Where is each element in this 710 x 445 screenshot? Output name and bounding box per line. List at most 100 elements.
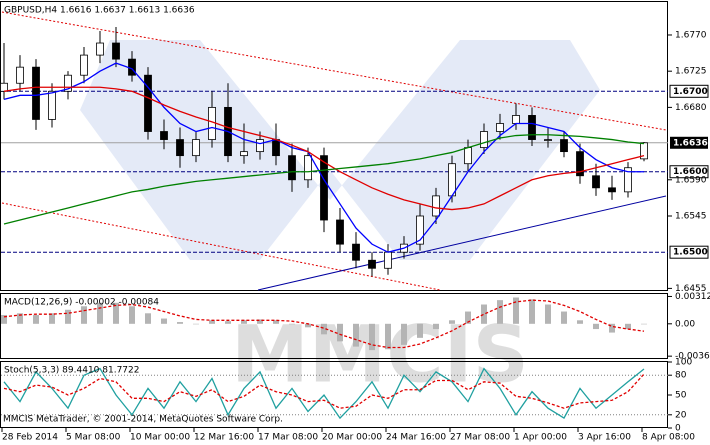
- last-price-label: 1.6636: [673, 138, 708, 148]
- candle-body: [272, 139, 280, 157]
- candle-body: [256, 139, 264, 153]
- y-tick-label: 0.00: [675, 319, 695, 329]
- macd-bar: [65, 309, 71, 324]
- macd-bar: [257, 319, 263, 324]
- macd-bar: [305, 323, 311, 328]
- x-tick-label: 5 Mar 08:00: [66, 433, 121, 443]
- macd-bar: [273, 320, 279, 324]
- macd-bar: [529, 299, 535, 324]
- indicator-line: [3, 134, 645, 225]
- channel-lines: [1, 11, 667, 291]
- x-tick-label: 27 Mar 08:00: [450, 433, 510, 443]
- indicator-line: [3, 373, 645, 409]
- candle-body: [240, 151, 248, 157]
- macd-bar: [401, 323, 407, 345]
- panel-title: MACD(12,26,9) -0.00002 -0.00084: [4, 298, 159, 308]
- level-label: 1.6600: [673, 167, 708, 177]
- candle-body: [512, 115, 520, 124]
- macd-bar: [129, 306, 135, 324]
- candle-body: [576, 151, 584, 177]
- macd-bar: [289, 323, 295, 325]
- panel-title: Stoch(5,3,3) 89.4410 81.7722: [4, 366, 139, 376]
- macd-bar: [193, 323, 199, 325]
- macd-bar: [161, 318, 167, 324]
- macd-panel-frame: [0, 293, 668, 359]
- macd-bar: [225, 321, 231, 324]
- level-label: 1.6500: [673, 248, 708, 258]
- y-tick-label: 0.00312: [675, 292, 710, 302]
- x-tick-label: 1 Apr 00:00: [514, 433, 567, 443]
- macd-bar: [433, 323, 439, 330]
- candle-body: [96, 42, 104, 56]
- main-panel-frame: [0, 1, 668, 291]
- candle-body: [288, 155, 296, 181]
- y-tick-label: 0: [675, 424, 681, 434]
- stoch-panel-frame: [0, 361, 668, 428]
- macd-bar: [417, 323, 423, 338]
- candle-body: [368, 259, 376, 269]
- level-label: 1.6700: [673, 87, 708, 97]
- y-tick-label: 1.6680: [675, 103, 707, 113]
- candle-body: [640, 142, 648, 160]
- candle-body: [128, 58, 136, 76]
- macd-bar: [497, 300, 503, 324]
- macd-bar: [177, 322, 183, 324]
- level-label-box: [669, 245, 709, 259]
- candle-body: [192, 139, 200, 157]
- macd-bar: [321, 323, 327, 335]
- x-tick-label: 17 Mar 08:00: [258, 433, 318, 443]
- macd-bar: [577, 320, 583, 324]
- candle-body: [320, 155, 328, 221]
- candle-body: [624, 167, 632, 193]
- macd-bar: [209, 320, 215, 324]
- x-tick-label: 3 Apr 16:00: [578, 433, 631, 443]
- macd-bar: [145, 313, 151, 324]
- macd-bar: [337, 323, 343, 342]
- indicator-line: [3, 299, 645, 349]
- x-tick-label: 20 Mar 00:00: [322, 433, 382, 443]
- candle-body: [48, 90, 56, 120]
- y-tick-label: 100: [675, 358, 692, 368]
- macd-bar: [561, 311, 567, 324]
- candle-body: [608, 187, 616, 193]
- candle-body: [336, 219, 344, 245]
- candle-body: [16, 66, 24, 84]
- macd-bar: [97, 302, 103, 324]
- candle-body: [384, 251, 392, 269]
- y-tick-label: 1.6545: [675, 211, 707, 221]
- candle-body: [208, 106, 216, 140]
- candle-body: [432, 195, 440, 217]
- candle-body: [32, 66, 40, 120]
- level-label-box: [669, 165, 709, 179]
- macd-bar: [625, 323, 631, 330]
- y-tick-label: 50: [675, 391, 687, 401]
- macd-bar: [241, 320, 247, 324]
- candle-body: [560, 139, 568, 153]
- candle-body: [496, 123, 504, 132]
- macd-bar: [33, 315, 39, 324]
- macd-bar: [481, 304, 487, 324]
- macd-bar: [1, 315, 7, 324]
- indicator-line: [3, 367, 645, 420]
- x-tick-label: 10 Mar 00:00: [130, 433, 190, 443]
- candle-body: [544, 139, 552, 141]
- macd-bar: [113, 302, 119, 324]
- candle-body: [0, 82, 8, 92]
- footer: MMCIS MetaTrader, © 2001-2014, MetaQuote…: [3, 415, 283, 425]
- candle-body: [592, 175, 600, 189]
- panel-title: GBPUSD,H4 1.6616 1.6637 1.6613 1.6636: [4, 6, 195, 16]
- candle-body: [528, 115, 536, 140]
- macd-bar: [609, 323, 615, 333]
- macd-bar: [81, 306, 87, 324]
- y-tick-label: 1.6455: [675, 284, 707, 294]
- x-tick-label: 8 Apr 08:00: [642, 433, 695, 443]
- macd-bar: [513, 297, 519, 324]
- candle-body: [80, 54, 88, 76]
- candle-body: [464, 147, 472, 165]
- indicator-line: [3, 62, 644, 253]
- level-label-box: [669, 84, 709, 98]
- candle-body: [480, 131, 488, 149]
- macd-bar: [545, 304, 551, 324]
